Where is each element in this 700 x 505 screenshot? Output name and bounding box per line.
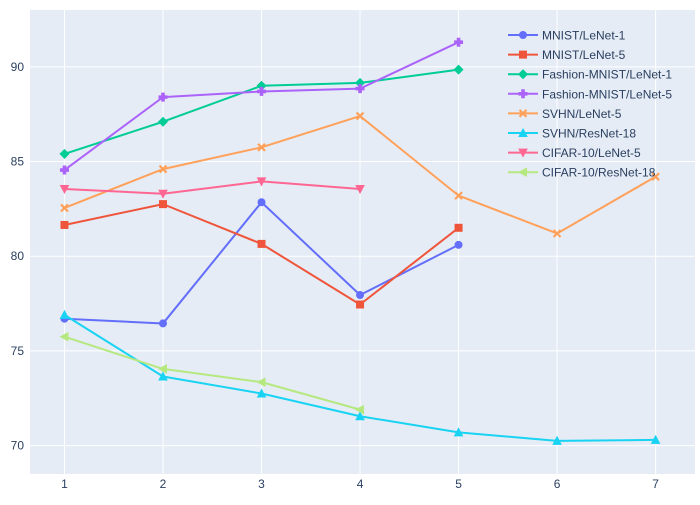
- series-4: [60, 111, 660, 238]
- series-6: [59, 177, 365, 199]
- data-point: [157, 116, 169, 127]
- data-point: [158, 189, 168, 199]
- data-point: [354, 404, 365, 415]
- data-point: [651, 172, 660, 181]
- data-point: [355, 411, 365, 421]
- data-point: [552, 435, 562, 445]
- data-point: [552, 229, 562, 238]
- series-3: [59, 37, 464, 175]
- legend-marker: [517, 167, 527, 178]
- legend-label: MNIST/LeNet-1: [542, 29, 626, 43]
- data-point: [356, 300, 365, 309]
- data-point: [257, 86, 267, 96]
- series-7: [59, 331, 365, 415]
- x-tick-label: 5: [455, 477, 462, 491]
- legend-marker: [519, 50, 527, 59]
- legend-label: CIFAR-10/LeNet-5: [542, 146, 641, 160]
- data-point: [59, 148, 70, 159]
- data-point: [59, 309, 70, 319]
- data-point: [355, 84, 365, 94]
- data-point: [159, 319, 167, 328]
- data-point: [159, 200, 167, 209]
- data-point: [256, 388, 267, 398]
- legend-item[interactable]: Fashion-MNIST/LeNet-5: [508, 87, 672, 101]
- x-tick-label: 7: [652, 477, 659, 491]
- data-point: [454, 37, 464, 47]
- legend-marker: [517, 69, 529, 80]
- x-tick-label: 4: [357, 477, 364, 491]
- legend-label: CIFAR-10/ResNet-18: [542, 166, 656, 180]
- series-group: [59, 37, 661, 445]
- data-point: [454, 223, 463, 232]
- x-axis-ticks: 1 2 3 4 5 6 7: [61, 477, 659, 491]
- data-point: [60, 220, 69, 229]
- legend-item[interactable]: CIFAR-10/ResNet-18: [508, 166, 656, 180]
- series-2: [59, 64, 464, 159]
- series-5: [59, 309, 661, 445]
- data-point: [453, 64, 464, 75]
- series-1: [60, 200, 463, 309]
- data-point: [257, 239, 266, 248]
- legend[interactable]: MNIST/LeNet-1 MNIST/LeNet-5 Fashion-MNIST/…: [508, 29, 672, 180]
- data-point: [454, 240, 463, 249]
- data-point: [157, 364, 167, 374]
- x-tick-label: 6: [554, 477, 561, 491]
- legend-label: Fashion-MNIST/LeNet-5: [542, 87, 672, 101]
- data-point: [256, 377, 266, 387]
- y-tick-label: 75: [11, 344, 25, 358]
- y-axis-ticks: 70 75 80 85 90: [11, 60, 25, 453]
- legend-marker: [519, 31, 527, 39]
- legend-label: MNIST/LeNet-5: [542, 48, 626, 62]
- data-point: [59, 331, 69, 342]
- data-point: [257, 198, 266, 207]
- series-line: [64, 335, 361, 411]
- data-point: [158, 371, 168, 381]
- series-line: [64, 180, 361, 195]
- data-point: [355, 111, 365, 121]
- legend-label: Fashion-MNIST/LeNet-1: [542, 68, 672, 82]
- legend-item[interactable]: SVHN/ResNet-18: [508, 127, 636, 141]
- data-point: [59, 165, 69, 175]
- y-tick-label: 70: [11, 439, 25, 453]
- y-tick-label: 85: [11, 155, 25, 169]
- data-point: [60, 203, 69, 213]
- data-point: [59, 184, 70, 195]
- data-point: [453, 427, 464, 437]
- data-point: [256, 177, 267, 187]
- legend-marker: [518, 127, 528, 137]
- data-point: [158, 164, 168, 174]
- x-tick-label: 3: [258, 477, 265, 491]
- data-point: [257, 143, 266, 152]
- legend-marker: [518, 109, 528, 118]
- legend-marker: [518, 89, 528, 99]
- legend-marker: [518, 148, 528, 158]
- legend-label: SVHN/ResNet-18: [542, 127, 636, 141]
- data-point: [650, 434, 661, 444]
- legend-item[interactable]: Fashion-MNIST/LeNet-1: [508, 68, 672, 82]
- legend-item[interactable]: MNIST/LeNet-5: [508, 48, 626, 62]
- y-tick-label: 90: [11, 60, 25, 74]
- data-point: [355, 184, 365, 195]
- data-point: [454, 191, 463, 200]
- x-tick-label: 1: [61, 477, 68, 491]
- legend-item[interactable]: CIFAR-10/LeNet-5: [508, 146, 641, 160]
- legend-label: SVHN/LeNet-5: [542, 107, 622, 121]
- legend-item[interactable]: SVHN/LeNet-5: [508, 107, 622, 121]
- data-point: [158, 92, 168, 102]
- legend-item[interactable]: MNIST/LeNet-1: [508, 29, 626, 43]
- x-tick-label: 2: [160, 477, 167, 491]
- data-point: [356, 291, 365, 300]
- y-tick-label: 80: [11, 249, 25, 263]
